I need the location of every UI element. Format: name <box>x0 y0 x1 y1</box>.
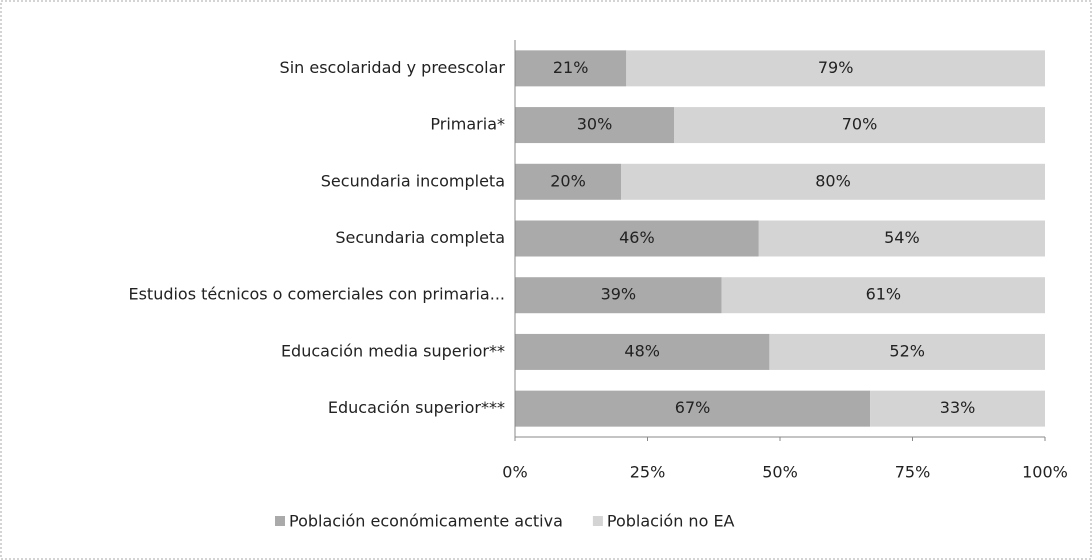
data-label: 39% <box>601 285 637 304</box>
data-label: 21% <box>553 58 589 77</box>
bar-segment <box>515 277 722 314</box>
y-tick-label: Sin escolaridad y preescolar <box>280 58 506 77</box>
data-label: 80% <box>815 171 851 190</box>
legend-swatch <box>592 516 603 526</box>
x-tick-label: 100% <box>1022 463 1068 482</box>
data-label: 33% <box>940 398 976 417</box>
x-tick-label: 50% <box>762 463 798 482</box>
data-label: 67% <box>675 398 711 417</box>
bar-segment <box>769 333 1045 370</box>
data-label: 52% <box>889 341 925 360</box>
bar-segment <box>721 277 1045 314</box>
data-label: 20% <box>550 171 586 190</box>
bar-segment <box>515 163 621 200</box>
data-label: 61% <box>866 285 902 304</box>
x-tick-label: 25% <box>630 463 666 482</box>
data-label: 48% <box>624 341 660 360</box>
bar-segment <box>674 107 1045 144</box>
legend-swatch <box>275 516 285 526</box>
data-label: 54% <box>884 228 920 247</box>
bar-segment <box>515 50 627 87</box>
data-label: 70% <box>842 115 878 134</box>
data-label: 30% <box>577 115 613 134</box>
y-tick-label: Educación media superior** <box>281 341 505 360</box>
y-tick-label: Secundaria incompleta <box>321 171 505 190</box>
y-tick-label: Estudios técnicos o comerciales con prim… <box>128 285 505 304</box>
data-label: 79% <box>818 58 854 77</box>
y-tick-label: Primaria* <box>430 115 505 134</box>
bar-segment <box>515 107 674 144</box>
bar-segment <box>870 390 1045 427</box>
y-tick-label: Secundaria completa <box>335 228 505 247</box>
bar-segment <box>621 163 1045 200</box>
legend-label: Población económicamente activa <box>289 512 563 531</box>
x-tick-label: 0% <box>502 463 527 482</box>
bar-segment <box>515 220 759 257</box>
legend-label: Población no EA <box>607 512 735 531</box>
bar-segment <box>515 333 770 370</box>
y-tick-label: Educación superior*** <box>328 398 505 417</box>
bar-segment <box>626 50 1045 87</box>
data-label: 46% <box>619 228 655 247</box>
bar-segment <box>758 220 1045 257</box>
x-tick-label: 75% <box>895 463 931 482</box>
bar-segment <box>515 390 871 427</box>
